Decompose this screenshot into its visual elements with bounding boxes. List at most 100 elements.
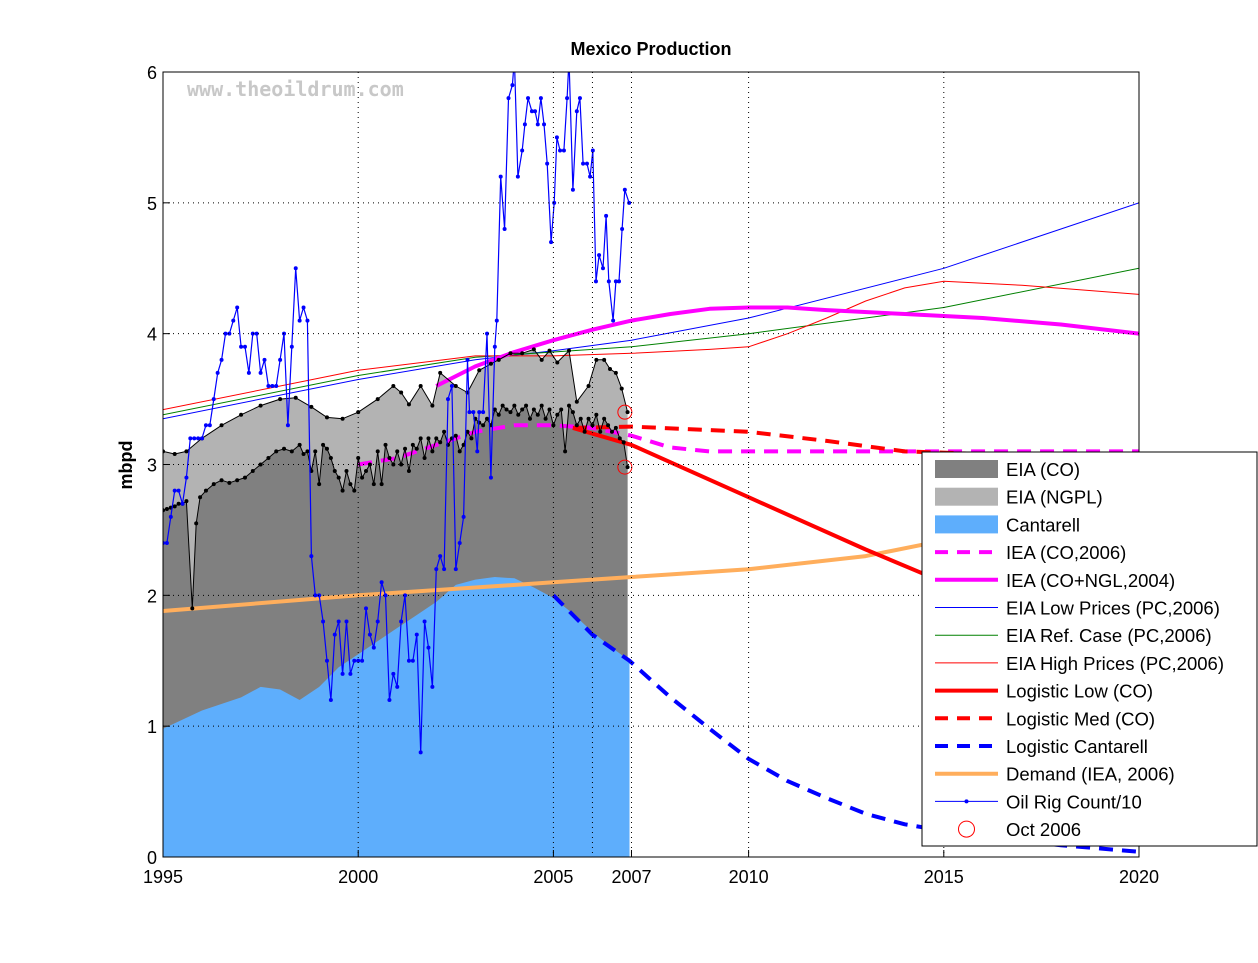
rig-count-point <box>282 331 287 336</box>
rig-count-point <box>196 436 201 441</box>
rig-count-point <box>622 187 627 192</box>
legend-swatch <box>935 487 998 506</box>
rig-count-point <box>399 619 404 624</box>
rig-count-point <box>254 331 259 336</box>
eia-co-point <box>508 410 513 415</box>
eia-total-point <box>324 415 329 420</box>
eia-co-point <box>524 403 529 408</box>
eia-co-point <box>164 506 169 511</box>
rig-count-point <box>364 606 369 611</box>
eia-co-point <box>578 416 583 421</box>
rig-count-point <box>262 357 267 362</box>
x-tick-label: 2010 <box>729 867 769 887</box>
eia-total-point <box>278 397 283 402</box>
eia-co-point <box>430 449 435 454</box>
rig-count-point <box>336 619 341 624</box>
rig-count-point <box>561 148 566 153</box>
rig-count-point <box>492 344 497 349</box>
eia-total-point <box>184 449 189 454</box>
rig-count-point <box>211 397 216 402</box>
eia-total-point <box>547 348 552 353</box>
eia-co-point <box>535 412 540 417</box>
eia-co-point <box>219 478 224 483</box>
rig-count-point <box>239 344 244 349</box>
eia-total-point <box>418 384 423 388</box>
rig-count-point <box>506 96 511 101</box>
rig-count-point <box>529 109 534 114</box>
rig-count-point <box>332 632 337 637</box>
legend-label: Logistic Cantarell <box>1006 736 1148 757</box>
eia-co-point <box>570 410 575 415</box>
eia-co-point <box>305 449 310 454</box>
rig-count-point <box>453 567 458 572</box>
rig-count-point <box>426 645 431 650</box>
eia-total-point <box>309 404 314 409</box>
rig-count-point <box>593 279 598 284</box>
rig-count-point <box>246 370 251 375</box>
legend-swatch <box>935 460 998 478</box>
eia-co-point <box>457 449 462 454</box>
eia-total-point <box>406 402 411 407</box>
rig-count-point <box>522 122 527 127</box>
legend-label: EIA High Prices (PC,2006) <box>1006 653 1224 674</box>
rig-count-point <box>188 436 193 441</box>
legend-label: Oct 2006 <box>1006 819 1081 840</box>
eia-co-point <box>426 436 431 441</box>
rig-count-point <box>627 200 632 205</box>
rig-count-point <box>620 227 625 231</box>
eia-co-point <box>418 436 423 441</box>
rig-count-point <box>434 567 439 572</box>
eia-total-point <box>438 370 443 375</box>
eia-co-point <box>504 407 509 412</box>
rig-count-point <box>274 384 279 388</box>
eia-co-point <box>367 462 372 467</box>
eia-total-point <box>539 357 544 362</box>
y-tick-label: 3 <box>147 456 157 476</box>
eia-total-point <box>508 351 513 356</box>
legend-label: IEA (CO,2006) <box>1006 542 1126 563</box>
legend-label: IEA (CO+NGL,2004) <box>1006 570 1175 591</box>
eia-co-point <box>348 482 353 487</box>
eia-total-point <box>594 357 599 362</box>
rig-count-point <box>305 318 310 323</box>
rig-count-point <box>577 96 582 101</box>
eia-co-point <box>555 412 560 417</box>
eia-total-point <box>531 347 536 352</box>
eia-co-point <box>625 465 630 470</box>
eia-co-point <box>375 449 380 454</box>
rig-count-point <box>414 632 419 637</box>
eia-co-point <box>328 455 333 460</box>
y-tick-label: 2 <box>147 586 157 606</box>
eia-co-point <box>344 469 349 474</box>
eia-co-point <box>551 423 556 428</box>
eia-co-point <box>395 449 400 454</box>
eia-co-point <box>414 446 419 451</box>
eia-co-point <box>176 501 181 506</box>
eia-total-point <box>293 395 298 400</box>
eia-total-point <box>496 357 501 362</box>
y-tick-label: 4 <box>147 325 157 345</box>
rig-count-point <box>270 384 275 388</box>
rig-count-point <box>289 344 294 349</box>
eia-co-point <box>289 449 294 454</box>
eia-co-point <box>250 469 255 474</box>
x-tick-label: 2000 <box>338 867 378 887</box>
eia-total-point <box>430 403 435 408</box>
eia-co-point <box>332 469 337 474</box>
eia-co-point <box>590 423 595 428</box>
rig-count-point <box>535 122 540 127</box>
eia-co-point <box>198 495 203 500</box>
rig-count-point <box>250 331 255 336</box>
rig-count-point <box>219 357 224 362</box>
watermark: www.theoildrum.com <box>187 77 404 101</box>
eia-co-point <box>485 416 490 421</box>
x-tick-label: 2005 <box>533 867 573 887</box>
legend-label: Logistic Low (CO) <box>1006 681 1153 702</box>
rig-count-point <box>422 619 427 624</box>
eia-co-point <box>531 407 536 412</box>
rig-count-point <box>512 57 516 61</box>
eia-total-point <box>567 348 572 353</box>
eia-co-point <box>516 412 521 417</box>
eia-total-point <box>619 386 624 391</box>
